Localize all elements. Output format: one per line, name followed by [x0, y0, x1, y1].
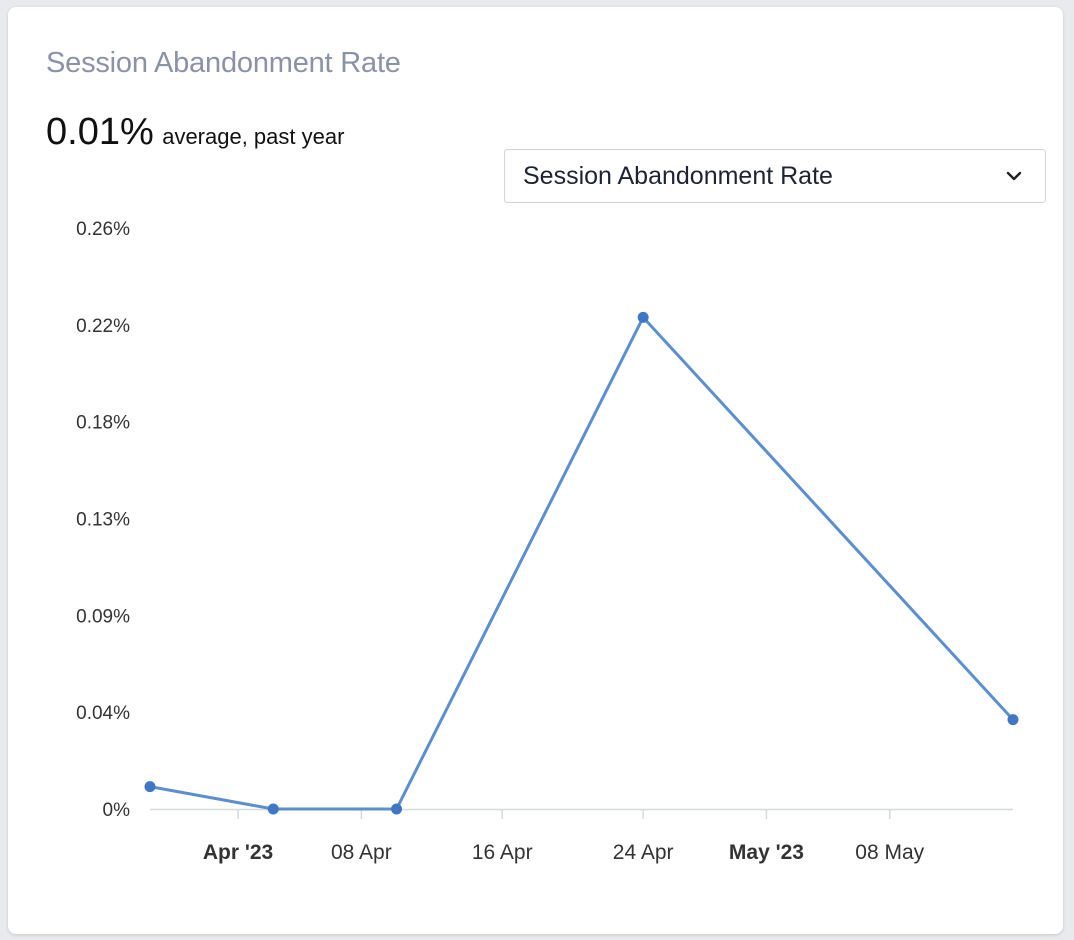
y-tick-label: 0.26%: [76, 219, 130, 240]
x-tick-label: 16 Apr: [472, 841, 533, 864]
data-point[interactable]: [638, 312, 649, 323]
data-point[interactable]: [391, 804, 402, 815]
x-tick-label: 08 May: [855, 841, 924, 864]
y-tick-label: 0.04%: [76, 703, 130, 724]
y-tick-label: 0%: [103, 800, 131, 821]
data-point[interactable]: [145, 781, 156, 792]
x-tick-label: May '23: [729, 841, 804, 864]
data-point[interactable]: [268, 804, 279, 815]
series-line: [150, 317, 1013, 809]
data-point[interactable]: [1008, 714, 1019, 725]
x-tick-label: 08 Apr: [331, 841, 392, 864]
y-tick-label: 0.18%: [76, 413, 130, 434]
y-tick-label: 0.09%: [76, 606, 130, 627]
x-tick-label: Apr '23: [203, 841, 273, 864]
y-tick-label: 0.22%: [76, 316, 130, 337]
y-tick-label: 0.13%: [76, 510, 130, 531]
x-tick-label: 24 Apr: [613, 841, 674, 864]
